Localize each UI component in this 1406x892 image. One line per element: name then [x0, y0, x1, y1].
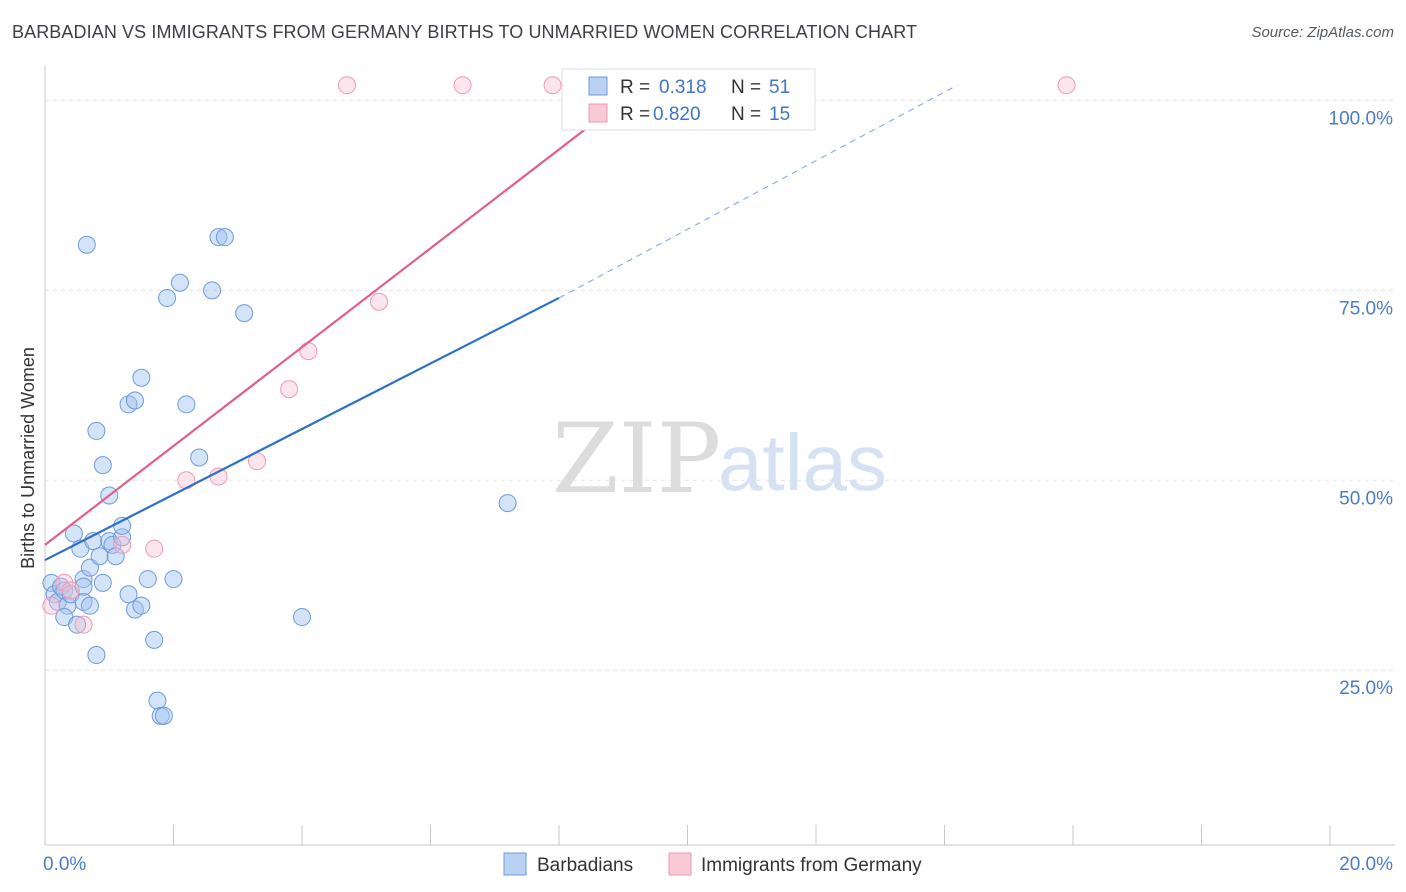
axes	[44, 66, 1395, 846]
barbadian-point	[170, 273, 189, 292]
legend-r-label: R =	[620, 77, 650, 98]
barbadian-point	[293, 608, 311, 627]
barbadian-point	[106, 547, 125, 566]
germany-point	[177, 471, 196, 490]
germany-point	[55, 573, 74, 592]
legend-r-value: 0.318	[659, 77, 707, 98]
legend-swatch-barbadians	[503, 852, 527, 876]
germany-point	[337, 76, 356, 95]
barbadian-point	[64, 524, 83, 543]
barbadian-point	[498, 494, 517, 513]
barbadian-point	[77, 235, 96, 254]
germany-point	[61, 581, 80, 600]
legend-n-value: 15	[769, 104, 790, 125]
chart-source: Source: ZipAtlas.com	[1251, 24, 1394, 41]
barbadian-point	[74, 570, 93, 589]
barbadians-trendline-extension	[558, 84, 958, 299]
barbadian-point	[190, 448, 209, 467]
germany-point	[145, 539, 164, 558]
barbadian-point	[235, 304, 254, 323]
barbadian-point	[148, 691, 167, 710]
barbadian-point	[132, 596, 151, 615]
grid-lines	[45, 99, 1395, 671]
germany-point	[113, 535, 132, 554]
barbadian-point	[90, 547, 109, 566]
germany-point	[280, 380, 299, 399]
barbadian-point	[164, 570, 183, 589]
barbadian-point	[119, 585, 138, 604]
series-legend: Barbadians Immigrants from Germany	[503, 852, 922, 876]
barbadian-point	[87, 421, 106, 440]
germany-point	[1057, 76, 1076, 95]
trend-lines	[44, 84, 958, 562]
barbadian-point	[80, 596, 99, 615]
watermark: ZIP atlas	[552, 403, 887, 515]
barbadian-point	[145, 630, 164, 649]
y-tick-label: 50.0%	[1339, 488, 1393, 509]
barbadian-point	[203, 281, 222, 300]
germany-point	[370, 292, 389, 311]
legend-r-value: 0.820	[653, 104, 701, 125]
barbadians-trendline	[44, 296, 560, 562]
barbadian-point	[158, 288, 177, 307]
barbadian-point	[154, 706, 173, 725]
barbadian-point	[103, 535, 122, 554]
chart-title: BARBADIAN VS IMMIGRANTS FROM GERMANY BIR…	[12, 22, 918, 42]
barbadian-point	[138, 570, 157, 589]
legend-n-label: N =	[731, 77, 761, 98]
data-points	[42, 76, 1076, 725]
legend-n-label: N =	[731, 104, 761, 125]
watermark-zip: ZIP	[552, 403, 721, 515]
y-tick-label: 100.0%	[1329, 108, 1394, 129]
barbadian-point	[177, 395, 196, 414]
barbadian-point	[132, 368, 151, 387]
legend-label-germany: Immigrants from Germany	[701, 855, 922, 876]
correlation-legend: R = 0.318 N = 51 R = 0.820 N = 15	[561, 68, 816, 131]
barbadian-point	[215, 228, 234, 247]
germany-point	[543, 76, 562, 95]
barbadian-point	[209, 228, 228, 247]
legend-n-value: 51	[769, 77, 790, 98]
germany-trendline	[44, 84, 644, 546]
tick-labels: 25.0% 50.0% 75.0% 100.0% 0.0% 20.0%	[43, 108, 1393, 875]
legend-swatch-barbadians	[588, 76, 608, 96]
germany-point	[299, 342, 318, 361]
barbadian-point	[93, 456, 112, 475]
watermark-atlas: atlas	[718, 418, 887, 507]
y-tick-label: 25.0%	[1339, 678, 1393, 699]
legend-label-barbadians: Barbadians	[537, 855, 633, 876]
barbadian-point	[68, 615, 87, 634]
legend-swatch-germany	[588, 103, 608, 123]
barbadian-point	[87, 646, 106, 665]
legend-swatch-germany	[668, 852, 692, 876]
germany-point	[453, 76, 472, 95]
germany-point	[42, 596, 61, 615]
x-tick-label: 20.0%	[1339, 854, 1393, 875]
barbadian-point	[125, 391, 144, 410]
barbadian-point	[93, 573, 112, 592]
x-tick-label: 0.0%	[43, 854, 86, 875]
germany-point	[74, 615, 93, 634]
legend-r-label: R =	[620, 104, 650, 125]
y-tick-label: 75.0%	[1339, 298, 1393, 319]
y-axis-label: Births to Unmarried Women	[18, 347, 38, 569]
